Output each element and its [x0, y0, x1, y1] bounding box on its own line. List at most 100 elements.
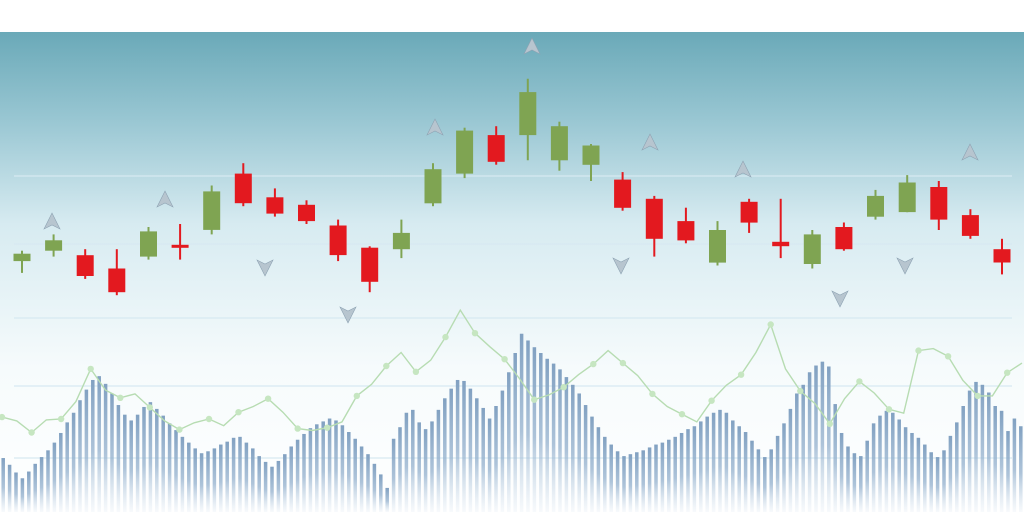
volume-bar	[385, 487, 389, 512]
volume-bar	[91, 379, 95, 512]
volume-bar	[865, 440, 869, 512]
candle-body	[13, 253, 31, 262]
volume-bar	[52, 442, 57, 512]
volume-bar	[756, 449, 761, 512]
up-arrow-icon	[523, 37, 541, 55]
volume-bar	[910, 432, 914, 512]
volume-bar	[884, 410, 889, 512]
bearish-candle	[361, 246, 379, 293]
volume-bar	[782, 423, 786, 512]
volume-bar	[897, 419, 901, 512]
candle-body	[614, 179, 632, 208]
volume-bar	[39, 457, 44, 512]
overlay-marker	[146, 404, 153, 411]
volume-bar	[321, 421, 325, 512]
chart-background	[0, 32, 1024, 512]
volume-bar	[699, 421, 703, 512]
down-arrow-icon	[896, 257, 914, 275]
up-arrow-icon	[426, 118, 444, 136]
volume-bar	[999, 410, 1004, 512]
volume-bar	[583, 405, 588, 512]
overlay-marker	[235, 409, 242, 416]
volume-bar	[455, 379, 460, 512]
volume-bar	[71, 412, 76, 512]
volume-bar	[686, 429, 690, 512]
volume-bar	[628, 454, 633, 512]
bullish-candle	[898, 175, 916, 213]
volume-bar	[148, 402, 153, 512]
volume-bar	[564, 377, 569, 512]
candle-body	[361, 247, 379, 282]
overlay-marker	[915, 347, 922, 354]
volume-bar	[545, 358, 549, 512]
bullish-candle	[550, 121, 568, 171]
up-arrow-icon	[156, 190, 174, 208]
volume-bar	[827, 366, 831, 512]
volume-bar	[551, 363, 556, 512]
overlay-marker	[619, 359, 627, 367]
volume-bar	[20, 478, 25, 512]
candle-body	[993, 249, 1011, 263]
volume-bar	[27, 471, 31, 512]
volume-bar	[135, 414, 140, 512]
volume-bar	[622, 456, 626, 512]
bullish-candle	[519, 78, 537, 161]
volume-bar	[679, 432, 684, 512]
volume-bar	[180, 436, 185, 512]
overlay-marker	[205, 415, 213, 423]
volume-bar	[929, 452, 933, 512]
bearish-candle	[108, 249, 126, 296]
volume-bar	[609, 444, 613, 512]
bullish-candle	[13, 250, 31, 273]
volume-bar	[1006, 431, 1010, 512]
volume-bar	[775, 435, 780, 512]
volume-bar	[571, 384, 575, 512]
volume-bar	[871, 423, 876, 512]
volume-bar	[539, 353, 543, 512]
volume-bar	[436, 409, 441, 512]
candle-body	[424, 169, 442, 204]
overlay-marker	[353, 392, 360, 400]
candle-body	[266, 197, 284, 214]
volume-bar	[417, 422, 421, 512]
volume-bar	[1019, 426, 1023, 512]
volume-bar	[161, 415, 165, 512]
candle-body	[740, 201, 758, 223]
volume-bar	[788, 408, 793, 512]
candle-body	[108, 268, 126, 293]
volume-bar	[737, 426, 741, 512]
volume-bar	[334, 420, 338, 512]
volume-bar	[231, 437, 236, 512]
candle-body	[392, 232, 410, 250]
bearish-candle	[677, 207, 695, 244]
volume-bar	[366, 454, 370, 512]
volume-bar	[673, 436, 677, 512]
volume-bar	[116, 405, 121, 512]
overlay-marker	[383, 362, 390, 370]
volume-bar	[276, 460, 281, 512]
volume-bar	[743, 432, 748, 512]
overlay-marker	[264, 395, 272, 402]
candle-body	[171, 244, 189, 248]
volume-bar	[903, 427, 908, 512]
volume-bar	[238, 436, 242, 512]
bullish-candle	[582, 144, 600, 181]
volume-bar	[199, 453, 204, 512]
bullish-candle	[392, 219, 410, 259]
volume-bar	[225, 441, 229, 512]
volume-bar	[1012, 418, 1017, 512]
volume-bar	[289, 446, 293, 512]
overlay-marker	[57, 415, 65, 423]
candle-body	[930, 187, 948, 220]
volume-bar	[935, 457, 940, 512]
volume-bar	[769, 449, 773, 512]
volume-bar	[174, 430, 178, 512]
volume-bar	[763, 457, 767, 512]
overlay-marker	[1004, 369, 1011, 376]
volume-bar	[110, 393, 114, 512]
volume-bar	[78, 400, 82, 512]
volume-bar	[942, 450, 946, 512]
volume-bar	[398, 427, 402, 512]
volume-bar	[923, 444, 927, 512]
candle-body	[677, 221, 695, 241]
